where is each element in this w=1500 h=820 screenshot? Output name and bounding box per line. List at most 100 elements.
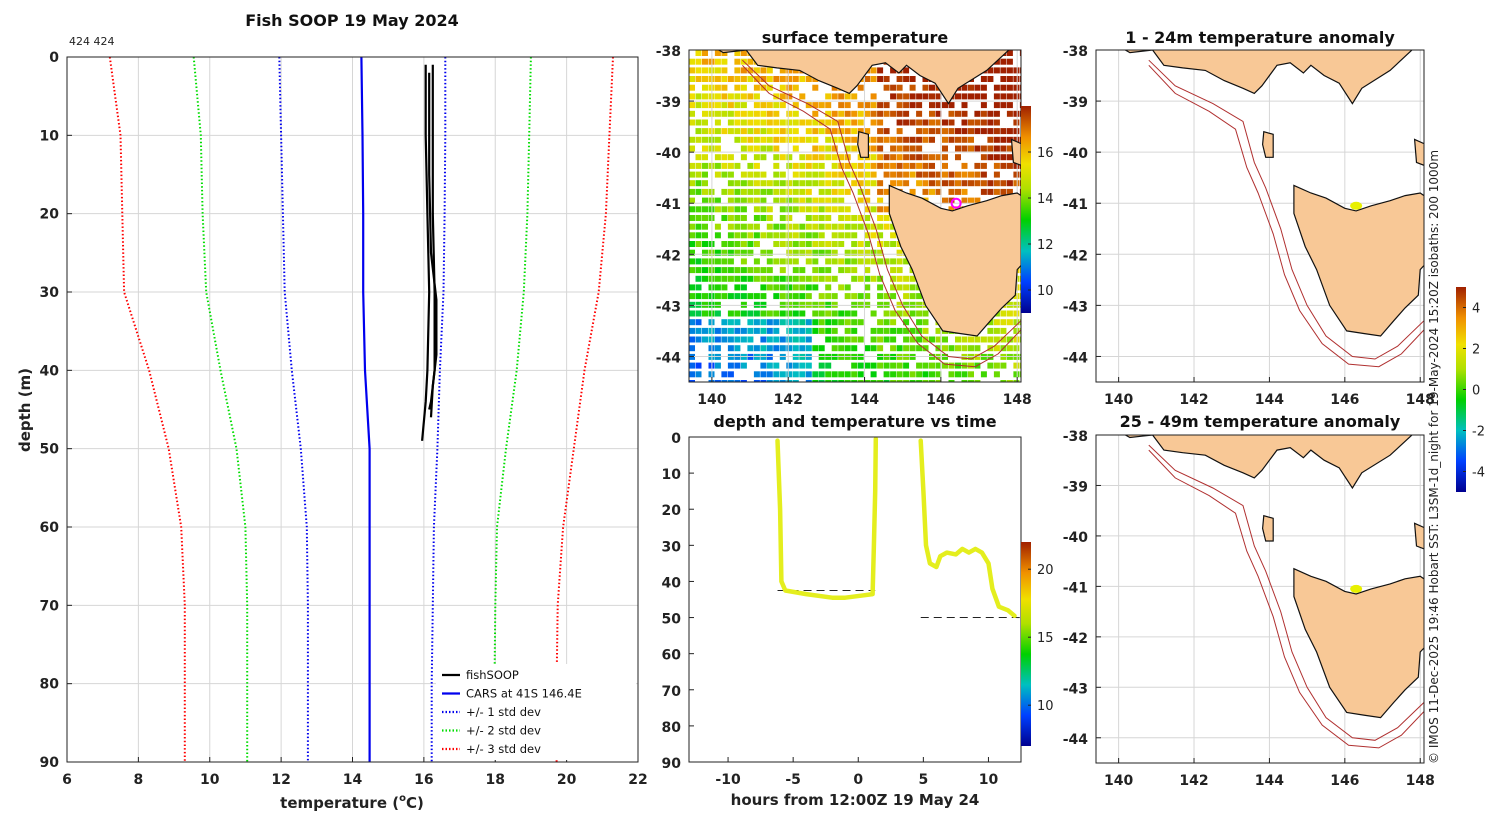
sst-pixel — [851, 345, 858, 352]
sst-pixel — [857, 362, 864, 369]
sst-pixel — [786, 180, 793, 187]
sst-pixel — [935, 188, 942, 195]
sst-pixel — [903, 284, 910, 291]
sst-pixel — [721, 258, 728, 265]
sst-pixel — [968, 93, 974, 100]
sst-pixel — [831, 171, 838, 178]
tick-label-lat: -41 — [1063, 580, 1088, 596]
series-line--1-std — [278, 56, 309, 762]
sst-pixel — [747, 223, 754, 230]
sst-pixel — [903, 336, 910, 343]
profile-panel: Fish SOOP 19 May 2024 424 424 6 8 10 12 14 16… — [16, 11, 648, 812]
sst-pixel — [916, 310, 923, 317]
sst-pixel — [993, 110, 1000, 117]
sst-pixel — [851, 241, 858, 247]
tick-label-lon: 140 — [697, 392, 726, 408]
sst-pixel — [818, 197, 825, 204]
sst-pixel — [702, 180, 708, 187]
sst-pixel — [753, 145, 760, 152]
sst-pixel — [909, 336, 916, 343]
sst-pixel — [792, 362, 799, 369]
sst-pixel — [792, 249, 799, 256]
sst-pixel — [890, 319, 897, 326]
tick-label-lat: -43 — [1063, 681, 1088, 697]
sst-pixel — [825, 249, 832, 256]
sst-pixel — [714, 380, 721, 382]
sst-pixel — [896, 327, 903, 334]
flinders-island — [1413, 138, 1424, 166]
sst-pixel — [948, 136, 955, 143]
sst-pixel — [955, 336, 961, 343]
tick-label-lon: 148 — [1406, 773, 1435, 789]
sst-pixel — [773, 93, 780, 100]
sst-pixel — [721, 154, 728, 161]
sst-pixel — [740, 267, 747, 274]
sst-pixel — [760, 345, 767, 352]
sst-pixel — [773, 197, 780, 204]
sst-pixel — [993, 154, 1000, 161]
sst-pixel — [818, 215, 825, 221]
sst-pixel — [747, 336, 754, 343]
sst-pixel — [1019, 84, 1021, 91]
sst-pixel — [870, 345, 877, 352]
sst-pixel — [993, 327, 1000, 334]
sst-pixel — [766, 345, 773, 352]
sst-pixel — [805, 171, 812, 178]
sst-pixel — [702, 67, 708, 74]
sst-pixel — [857, 301, 864, 308]
sst-pixel — [838, 319, 845, 326]
sst-pixel — [766, 102, 773, 109]
flinders-island — [1413, 522, 1424, 550]
sst-pixel — [760, 110, 767, 117]
tick-label-lat: -41 — [1063, 197, 1088, 213]
sst-pixel — [779, 180, 786, 187]
sst-pixel — [766, 206, 773, 213]
sst-pixel — [857, 258, 864, 265]
sst-pixel — [689, 380, 695, 382]
sst-pixel — [689, 362, 695, 369]
sst-pixel — [955, 136, 961, 143]
sst-pixel — [844, 119, 851, 126]
sst-pixel — [916, 336, 923, 343]
anom2-ticks: 140 142 144 146 148 -38 -39 -40 -41 -42 -43 -44 — [1063, 429, 1435, 789]
sst-pixel — [1000, 58, 1007, 65]
sst-pixel — [818, 171, 825, 178]
sst-pixel — [740, 128, 747, 135]
sst-pixel — [773, 362, 780, 369]
sst-pixel — [870, 171, 877, 178]
sst-colorbar — [1021, 106, 1031, 313]
sst-pixel — [948, 110, 955, 117]
sst-pixel — [838, 119, 845, 126]
sst-pixel — [896, 258, 903, 265]
sst-pixel — [864, 197, 871, 204]
depthtime-plot-frame — [688, 436, 1022, 763]
sst-pixel — [916, 362, 923, 369]
sst-pixel — [812, 136, 819, 143]
tick-label-y: 60 — [662, 648, 682, 664]
sst-pixel — [714, 327, 721, 334]
sst-pixel — [727, 362, 734, 369]
sst-pixel — [812, 319, 819, 326]
tick-label-x: 12 — [271, 772, 290, 788]
sst-pixel — [877, 110, 884, 117]
sst-pixel — [877, 197, 884, 204]
sst-pixel — [714, 154, 721, 161]
sst-pixel — [890, 180, 897, 187]
sst-pixel — [760, 171, 767, 178]
sst-pixel — [974, 345, 981, 352]
anom2-land — [1124, 435, 1424, 749]
sst-pixel — [903, 76, 910, 82]
sst-pixel — [948, 362, 955, 369]
tick-label-x: 14 — [343, 772, 363, 788]
sst-pixel — [825, 197, 832, 204]
sst-pixel — [1006, 310, 1013, 317]
sst-pixel — [864, 215, 871, 221]
sst-pixel — [689, 67, 695, 74]
sst-pixel — [831, 128, 838, 135]
sst-pixel — [909, 380, 916, 382]
sst-pixel — [825, 171, 832, 178]
sst-pixel — [773, 145, 780, 152]
sst-pixel — [968, 336, 974, 343]
sst-pixel — [818, 223, 825, 230]
sst-pixel — [942, 362, 948, 369]
